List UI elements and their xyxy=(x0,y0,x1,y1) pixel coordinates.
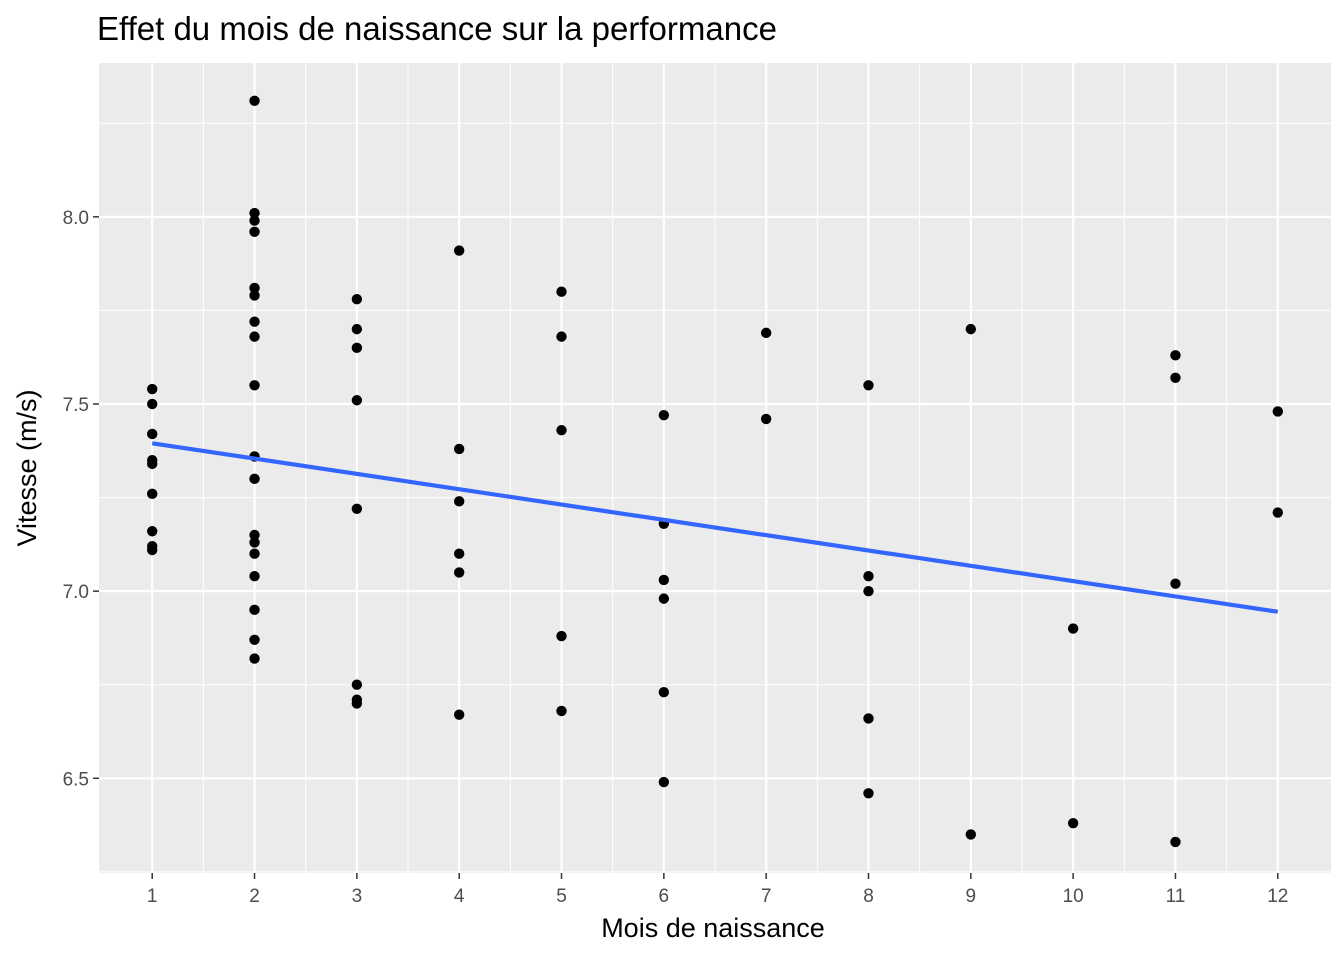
data-point xyxy=(249,653,260,664)
x-tick-label: 12 xyxy=(1267,886,1288,907)
y-tick-label: 6.5 xyxy=(63,769,89,790)
x-axis: 1 2 3 4 5 6 7 8 9 10 11 12 xyxy=(147,873,1288,907)
data-point xyxy=(1272,406,1283,417)
data-point xyxy=(453,567,465,578)
plot-area xyxy=(99,63,1331,873)
data-point xyxy=(351,342,363,354)
data-point xyxy=(147,458,158,470)
data-point xyxy=(147,383,158,395)
data-point xyxy=(249,226,260,238)
data-point xyxy=(863,713,874,724)
data-point xyxy=(351,323,363,335)
data-point xyxy=(658,593,670,604)
data-point xyxy=(658,687,670,698)
data-point xyxy=(1067,623,1079,634)
data-point xyxy=(249,316,260,327)
data-point xyxy=(351,395,363,406)
data-point xyxy=(658,574,670,586)
x-tick-label: 8 xyxy=(863,886,874,907)
data-point xyxy=(249,215,260,226)
data-point xyxy=(1170,372,1181,383)
data-point xyxy=(249,282,260,294)
data-point xyxy=(249,290,260,301)
x-tick-label: 2 xyxy=(249,886,260,907)
x-axis-title: Mois de naissance xyxy=(601,913,825,943)
y-tick-label: 7.0 xyxy=(63,582,89,603)
x-tick-label: 5 xyxy=(556,886,567,907)
data-point xyxy=(556,705,567,717)
data-point xyxy=(249,207,260,219)
data-point xyxy=(249,604,260,616)
x-tick-label: 9 xyxy=(966,886,977,907)
y-axis-title: Vitesse (m/s) xyxy=(12,389,42,546)
data-point xyxy=(249,570,260,582)
data-point xyxy=(760,327,772,339)
x-tick-label: 1 xyxy=(147,886,158,907)
data-point xyxy=(351,503,363,514)
data-point xyxy=(965,829,977,840)
data-point xyxy=(556,286,567,297)
data-point xyxy=(1170,836,1181,848)
data-point xyxy=(249,95,260,107)
data-point xyxy=(863,570,874,582)
data-point xyxy=(249,473,260,485)
data-point xyxy=(249,529,260,541)
data-point xyxy=(147,398,158,410)
y-tick-label: 8.0 xyxy=(63,208,89,229)
data-point xyxy=(1170,350,1181,361)
data-point xyxy=(1067,818,1079,829)
x-tick-label: 11 xyxy=(1166,886,1186,907)
data-point xyxy=(147,526,158,537)
data-point xyxy=(249,634,260,646)
chart-title: Effet du mois de naissance sur la perfor… xyxy=(97,10,777,47)
data-point xyxy=(1170,578,1181,589)
data-point xyxy=(351,679,363,690)
data-point xyxy=(556,331,567,342)
data-point xyxy=(863,788,874,799)
x-tick-label: 7 xyxy=(761,886,772,907)
trend-line xyxy=(151,441,1279,614)
data-point xyxy=(863,380,874,391)
data-point xyxy=(147,488,158,500)
data-point xyxy=(249,331,260,342)
data-point xyxy=(351,293,363,305)
data-point xyxy=(556,424,567,436)
x-tick-label: 10 xyxy=(1063,886,1084,907)
data-point xyxy=(453,245,465,256)
data-point xyxy=(351,698,363,709)
y-axis: 6.5 7.0 7.5 8.0 xyxy=(63,208,99,790)
data-point xyxy=(453,443,465,455)
x-tick-label: 3 xyxy=(352,886,363,907)
x-tick-label: 4 xyxy=(454,886,465,907)
data-point xyxy=(556,630,567,642)
data-point xyxy=(249,537,260,548)
data-point xyxy=(249,380,260,391)
data-point xyxy=(658,776,670,788)
x-tick-label: 6 xyxy=(659,886,670,907)
data-point xyxy=(453,496,465,507)
data-point xyxy=(147,428,158,440)
data-point xyxy=(249,548,260,559)
data-point xyxy=(453,548,465,559)
data-point xyxy=(1272,507,1283,518)
y-tick-label: 7.5 xyxy=(63,395,89,416)
data-point xyxy=(658,410,670,421)
data-point xyxy=(965,323,977,335)
data-point xyxy=(147,544,158,556)
data-point xyxy=(453,709,465,720)
data-point xyxy=(863,585,874,597)
data-point xyxy=(760,413,772,425)
